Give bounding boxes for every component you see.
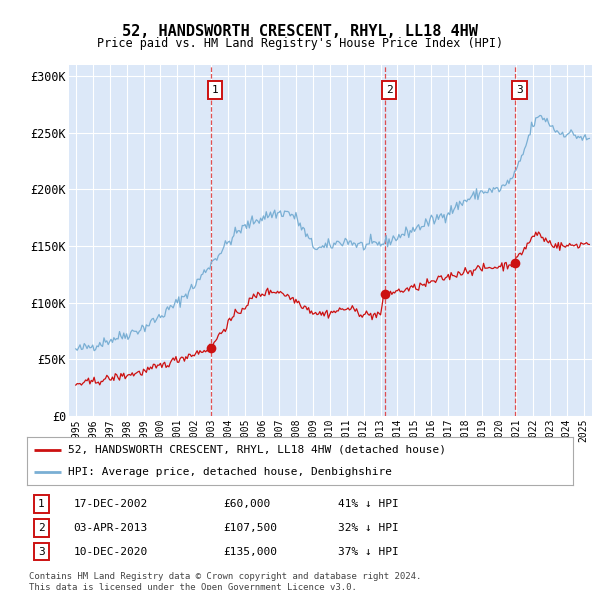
Text: £135,000: £135,000 — [224, 546, 278, 556]
Text: 32% ↓ HPI: 32% ↓ HPI — [338, 523, 399, 533]
Text: 2: 2 — [386, 85, 392, 95]
Text: £107,500: £107,500 — [224, 523, 278, 533]
Text: 41% ↓ HPI: 41% ↓ HPI — [338, 499, 399, 509]
Text: 1: 1 — [38, 499, 44, 509]
Text: £60,000: £60,000 — [224, 499, 271, 509]
Text: 3: 3 — [516, 85, 523, 95]
Text: 2: 2 — [38, 523, 44, 533]
Text: 1: 1 — [211, 85, 218, 95]
Text: Contains HM Land Registry data © Crown copyright and database right 2024.
This d: Contains HM Land Registry data © Crown c… — [29, 572, 421, 590]
Text: 3: 3 — [38, 546, 44, 556]
Text: Price paid vs. HM Land Registry's House Price Index (HPI): Price paid vs. HM Land Registry's House … — [97, 37, 503, 50]
Text: 03-APR-2013: 03-APR-2013 — [73, 523, 148, 533]
Text: 52, HANDSWORTH CRESCENT, RHYL, LL18 4HW: 52, HANDSWORTH CRESCENT, RHYL, LL18 4HW — [122, 24, 478, 38]
Text: 37% ↓ HPI: 37% ↓ HPI — [338, 546, 399, 556]
Text: 17-DEC-2002: 17-DEC-2002 — [73, 499, 148, 509]
Text: HPI: Average price, detached house, Denbighshire: HPI: Average price, detached house, Denb… — [68, 467, 392, 477]
Text: 10-DEC-2020: 10-DEC-2020 — [73, 546, 148, 556]
Text: 52, HANDSWORTH CRESCENT, RHYL, LL18 4HW (detached house): 52, HANDSWORTH CRESCENT, RHYL, LL18 4HW … — [68, 445, 446, 455]
